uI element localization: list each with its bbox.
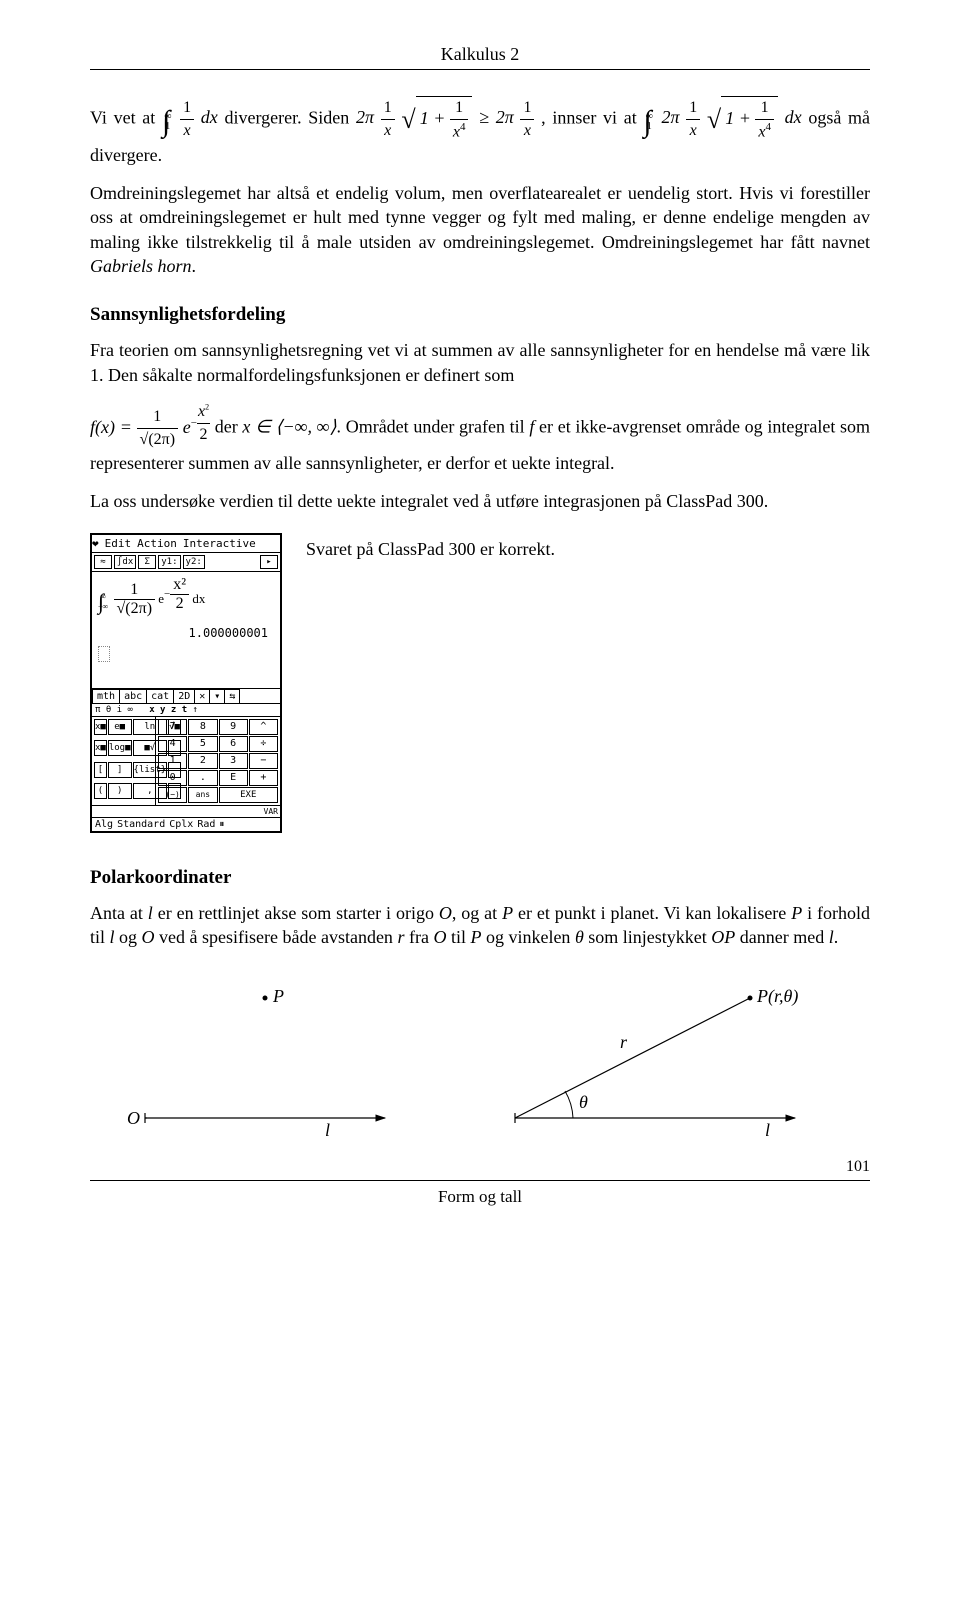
polar-fig-left: P O l (125, 978, 425, 1138)
polar-right-r: r (620, 1032, 628, 1052)
section-polar: Polarkoordinater (90, 867, 870, 889)
normal-dist-formula: f(x) = 1√(2π) e−x22 (90, 417, 215, 437)
p1-mid1: divergerer. Siden (224, 107, 356, 127)
integral-2: ∫∞1 2π 1x 1 + 1x4 dx (643, 107, 808, 127)
polar-left-l: l (325, 1120, 330, 1140)
cp-tb-3: y1: (158, 555, 180, 569)
polar-right-l: l (765, 1120, 770, 1140)
p4-mid: . Området under grafen til (337, 417, 530, 437)
para-1: Vi vet at ∫∞1 1x dx divergerer. Siden 2π… (90, 96, 870, 167)
cp-tab-2d: 2D (173, 689, 195, 703)
p4-pre: der (215, 417, 243, 437)
cp-tab-mth: mth (92, 689, 120, 703)
classpad-toolbar: ≈ ∫dx Σ y1: y2: ▸ (92, 553, 280, 572)
cp-tb-scroll: ▸ (260, 555, 278, 569)
cp-tab-cat: cat (146, 689, 174, 703)
cp-st-cplx: Cplx (169, 819, 193, 830)
cp-st-alg: Alg (95, 819, 113, 830)
cp-tb-2: Σ (138, 555, 156, 569)
cp-st-rad: Rad (197, 819, 215, 830)
cp-tab-down: ▾ (209, 689, 225, 703)
classpad-tabs: mth abc cat 2D ✕ ▾ ⇆ (92, 689, 280, 704)
page-number: 101 (90, 1158, 870, 1176)
polar-right-P: P(r,θ) (756, 986, 798, 1007)
para-6: Anta at l er en rettlinjet akse som star… (90, 901, 870, 950)
cp-tab-abc: abc (119, 689, 147, 703)
section-probability: Sannsynlighetsfordeling (90, 304, 870, 326)
classpad-screen: ∫∞−∞ 1√(2π) e−x²2 dx 1.000000001 (92, 572, 280, 689)
running-header: Kalkulus 2 (90, 44, 870, 65)
inequality-1: 2π 1x 1 + 1x4 ≥ 2π 1x (356, 107, 541, 127)
classpad-result: 1.000000001 (98, 626, 274, 640)
classpad-screenshot: ❤ Edit Action Interactive ≈ ∫dx Σ y1: y2… (90, 533, 282, 833)
gabriels-horn: Gabriels horn (90, 256, 192, 276)
classpad-menu: ❤ Edit Action Interactive (92, 535, 280, 553)
para-4: f(x) = 1√(2π) e−x22 der x ∈ ⟨−∞, ∞⟩. Omr… (90, 401, 870, 475)
cp-tab-swap: ⇆ (224, 689, 240, 703)
polar-left-O: O (127, 1108, 140, 1128)
header-rule (90, 69, 870, 70)
cp-tb-1: ∫dx (114, 555, 136, 569)
cp-tb-0: ≈ (94, 555, 112, 569)
p2-text: Omdreiningslegemet har altså et endelig … (90, 183, 870, 252)
cp-menu-interactive: Interactive (183, 537, 256, 550)
p1-pre: Vi vet at (90, 107, 162, 127)
footer-text: Form og tall (90, 1187, 870, 1207)
para-3: Fra teorien om sannsynlighetsregning vet… (90, 338, 870, 387)
polar-fig-right: P(r,θ) θ r l (495, 978, 835, 1138)
p2-end: . (192, 256, 197, 276)
cp-tb-4: y2: (183, 555, 205, 569)
classpad-caption: Svaret på ClassPad 300 er korrekt. (306, 533, 555, 560)
cp-st-pause: ⏸ (219, 819, 224, 830)
para-2: Omdreiningslegemet har altså et endelig … (90, 181, 870, 278)
domain: x ∈ ⟨−∞, ∞⟩ (242, 417, 336, 437)
integral-1: ∫∞1 1x dx (162, 107, 224, 127)
polar-right-theta: θ (579, 1092, 588, 1112)
cp-st-std: Standard (117, 819, 165, 830)
para-5: La oss undersøke verdien til dette uekte… (90, 489, 870, 513)
polar-left-P: P (272, 986, 284, 1006)
p1-mid2: , innser vi at (541, 107, 643, 127)
cp-tab-x: ✕ (194, 689, 210, 703)
classpad-status: Alg Standard Cplx Rad ⏸ (92, 817, 280, 831)
footer-rule (90, 1180, 870, 1181)
cp-menu-action: Action (137, 537, 177, 550)
polar-diagrams: P O l P(r,θ) θ r l (90, 978, 870, 1138)
cp-menu-edit: Edit (105, 537, 132, 550)
classpad-keypad: x■e■ln√■ x■log■■√ []{list} (), 789^ 456÷… (92, 717, 280, 805)
